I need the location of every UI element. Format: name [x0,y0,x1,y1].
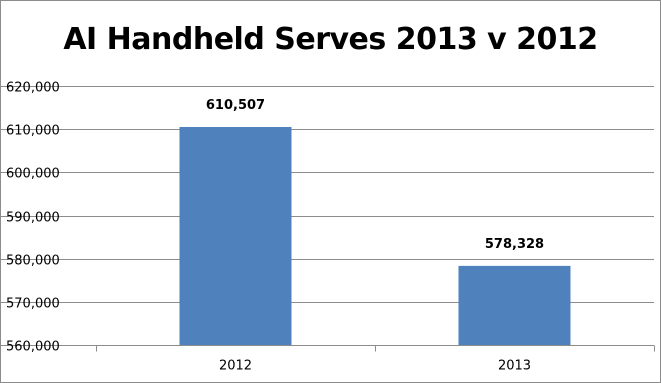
y-tick-label: 610,000 [6,124,60,139]
y-tick-label: 620,000 [6,81,60,96]
chart-title: AI Handheld Serves 2013 v 2012 [63,22,598,57]
y-tick-labels: 560,000 570,000 580,000 590,000 600,000 610,0… [6,81,60,355]
y-tick-label: 580,000 [6,254,60,269]
y-tick-label: 590,000 [6,211,60,226]
x-tick-label: 2012 [219,359,252,374]
data-labels: 610,507 578,328 [206,98,544,252]
y-tick-label: 560,000 [6,340,60,355]
data-label-2013: 578,328 [485,237,544,252]
bar-2012 [179,126,292,345]
x-tick-label: 2013 [498,359,531,374]
bars [179,126,571,345]
y-tick-label: 600,000 [6,167,60,182]
x-tick-labels: 2012 2013 [96,345,655,374]
y-tick-label: 570,000 [6,297,60,312]
gridlines [0,86,654,303]
data-label-2012: 610,507 [206,98,265,113]
bar-2013 [458,265,571,345]
